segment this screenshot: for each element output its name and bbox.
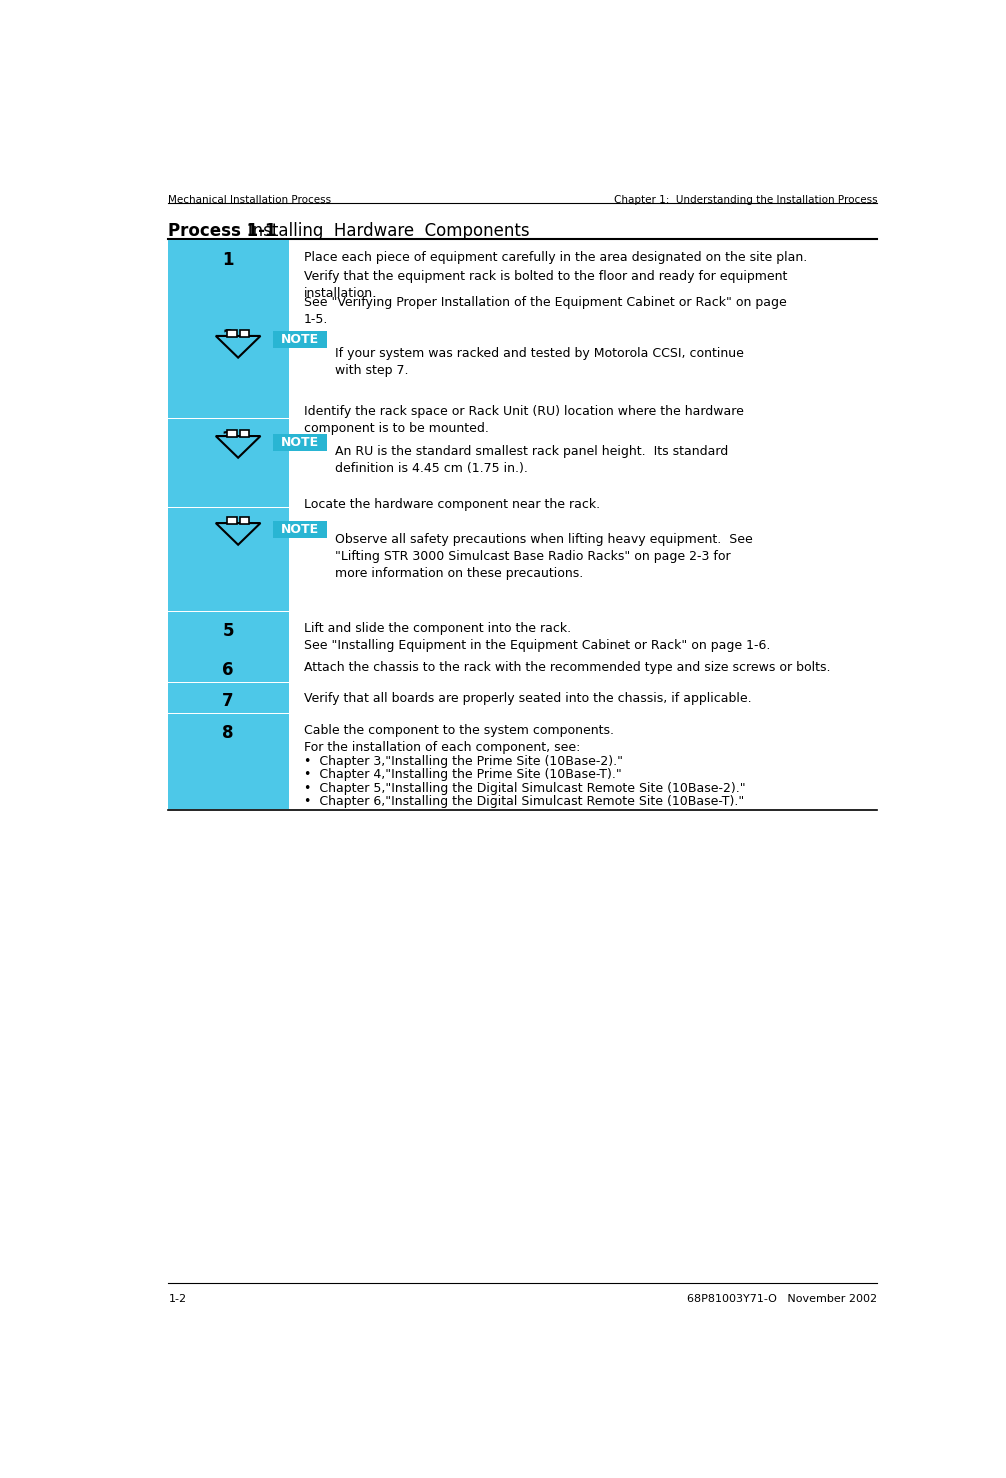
FancyBboxPatch shape (227, 330, 236, 337)
Text: 1-2: 1-2 (168, 1293, 186, 1304)
Bar (168, 420, 289, 507)
Text: NOTE: NOTE (281, 334, 319, 346)
Text: 1: 1 (222, 251, 233, 269)
Text: If your system was racked and tested by Motorola CCSI, continue
with step 7.: If your system was racked and tested by … (335, 347, 743, 377)
Text: 7: 7 (222, 692, 233, 709)
Text: •  Chapter 3,"Installing the Prime Site (10Base-2).": • Chapter 3,"Installing the Prime Site (… (304, 755, 623, 769)
Bar (273, 520, 327, 538)
Polygon shape (216, 336, 261, 358)
FancyBboxPatch shape (227, 430, 236, 437)
Bar (168, 652, 289, 683)
Text: An RU is the standard smallest rack panel height.  Its standard
definition is 4.: An RU is the standard smallest rack pane… (335, 445, 728, 476)
Text: 6: 6 (222, 661, 233, 678)
Bar (273, 331, 327, 349)
Bar (168, 612, 289, 652)
Text: Verify that the equipment rack is bolted to the floor and ready for equipment
in: Verify that the equipment rack is bolted… (304, 270, 788, 300)
Text: •  Chapter 5,"Installing the Digital Simulcast Remote Site (10Base-2).": • Chapter 5,"Installing the Digital Simu… (304, 782, 745, 795)
Text: 4: 4 (222, 519, 233, 537)
Bar (168, 239, 289, 318)
Text: Identify the rack space or Rack Unit (RU) location where the hardware
component : Identify the rack space or Rack Unit (RU… (304, 405, 743, 436)
Text: Locate the hardware component near the rack.: Locate the hardware component near the r… (304, 498, 601, 511)
Bar (168, 318, 289, 418)
Bar (168, 714, 289, 808)
Text: 5: 5 (222, 622, 233, 640)
Text: •  Chapter 4,"Installing the Prime Site (10Base-T).": • Chapter 4,"Installing the Prime Site (… (304, 769, 622, 782)
Text: Place each piece of equipment carefully in the area designated on the site plan.: Place each piece of equipment carefully … (304, 251, 807, 265)
Text: NOTE: NOTE (281, 523, 319, 535)
Bar (168, 507, 289, 610)
Polygon shape (216, 436, 261, 458)
Text: Cable the component to the system components.
For the installation of each compo: Cable the component to the system compon… (304, 724, 614, 754)
FancyBboxPatch shape (239, 517, 249, 523)
Text: 3: 3 (222, 430, 233, 448)
Text: Process 1-1: Process 1-1 (168, 222, 277, 239)
Polygon shape (216, 523, 261, 545)
Text: Lift and slide the component into the rack.
See "Installing Equipment in the Equ: Lift and slide the component into the ra… (304, 622, 771, 652)
Text: Chapter 1:  Understanding the Installation Process: Chapter 1: Understanding the Installatio… (614, 195, 877, 205)
Text: 68P81003Y71-O   November 2002: 68P81003Y71-O November 2002 (687, 1293, 877, 1304)
Text: Mechanical Installation Process: Mechanical Installation Process (168, 195, 332, 205)
Text: 8: 8 (222, 724, 233, 742)
Text: •  Chapter 6,"Installing the Digital Simulcast Remote Site (10Base-T).": • Chapter 6,"Installing the Digital Simu… (304, 795, 744, 808)
Text: Installing  Hardware  Components: Installing Hardware Components (232, 222, 529, 239)
Text: Observe all safety precautions when lifting heavy equipment.  See
"Lifting STR 3: Observe all safety precautions when lift… (335, 534, 752, 579)
Bar (168, 683, 289, 714)
FancyBboxPatch shape (239, 430, 249, 437)
Text: NOTE: NOTE (281, 436, 319, 449)
Text: See "Verifying Proper Installation of the Equipment Cabinet or Rack" on page
1-5: See "Verifying Proper Installation of th… (304, 296, 787, 327)
FancyBboxPatch shape (239, 330, 249, 337)
Bar (273, 433, 327, 451)
Text: Verify that all boards are properly seated into the chassis, if applicable.: Verify that all boards are properly seat… (304, 692, 751, 705)
Text: Attach the chassis to the rack with the recommended type and size screws or bolt: Attach the chassis to the rack with the … (304, 661, 831, 674)
Text: 2: 2 (222, 328, 233, 346)
FancyBboxPatch shape (227, 517, 236, 523)
